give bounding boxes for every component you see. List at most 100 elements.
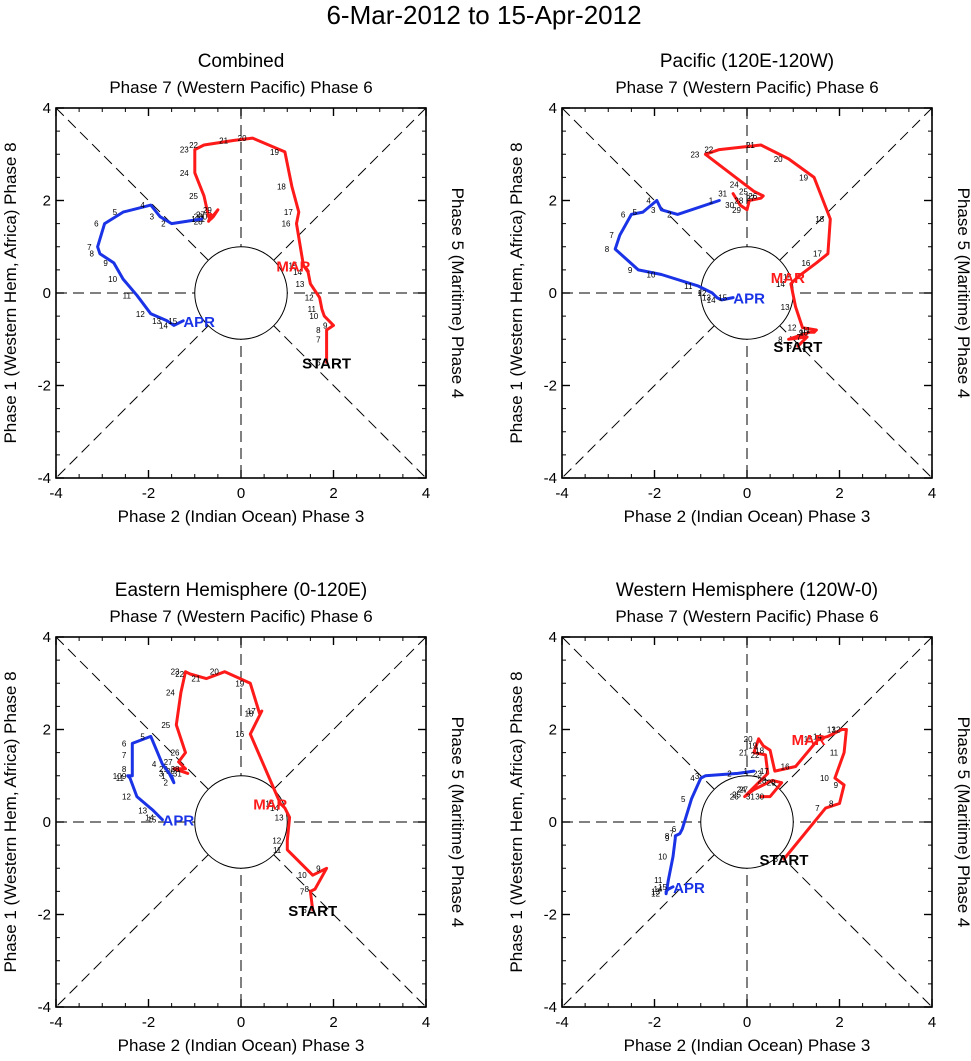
trajectory-mar [743, 728, 848, 861]
day-label: 1 [161, 772, 166, 781]
day-label: 26 [730, 793, 739, 802]
day-label: 20 [210, 668, 219, 677]
unit-circle [700, 775, 794, 869]
panel-title: Western Hemisphere (120W-0) [616, 580, 878, 601]
panel-3: Eastern Hemisphere (0-120E) Phase 7 (West… [1, 580, 467, 1055]
x-tick-label: 0 [743, 1014, 751, 1031]
apr-marker: APR [163, 813, 195, 830]
day-label: 6 [621, 210, 626, 219]
panel-title: Pacific (120E-120W) [660, 51, 834, 72]
day-label: 14 [145, 813, 154, 822]
day-label: 7 [87, 243, 92, 252]
day-label: 11 [684, 282, 693, 291]
day-label: 13 [702, 294, 711, 303]
x-tick-label: 2 [329, 1014, 337, 1031]
x-tick-label: 4 [422, 485, 430, 502]
day-label: 24 [166, 689, 175, 698]
x-tick-label: -2 [648, 1014, 661, 1031]
day-label: 15 [658, 883, 667, 892]
day-label: 20 [744, 735, 753, 744]
day-label: 4 [152, 760, 157, 769]
day-label: 14 [653, 885, 662, 894]
day-label: 5 [140, 732, 145, 741]
x-tick-label: 0 [237, 485, 245, 502]
day-label: 29 [732, 206, 741, 215]
day-label: 9 [799, 328, 804, 337]
day-label: 25 [161, 721, 170, 730]
day-label: 8 [122, 765, 127, 774]
day-label: 2 [163, 779, 168, 788]
trajectory-mar [703, 143, 832, 348]
y-tick-label: -2 [38, 907, 51, 924]
apr-marker: APR [183, 314, 215, 331]
day-label: 21 [739, 749, 748, 758]
y-tick-label: 2 [43, 193, 51, 210]
panel-4: Western Hemisphere (120W-0) Phase 7 (West… [507, 580, 971, 1055]
y-tick-label: 0 [549, 285, 557, 302]
day-label: 10 [298, 871, 307, 880]
day-label: 21 [219, 136, 228, 145]
top-phase-label: Phase 7 (Western Pacific) Phase 6 [109, 78, 372, 97]
y-tick-label: -2 [38, 378, 51, 395]
day-label: 16 [235, 730, 244, 739]
start-marker: START [773, 339, 822, 356]
day-label: 9 [834, 781, 839, 790]
x-tick-label: -2 [142, 1014, 155, 1031]
y-tick-label: -4 [38, 999, 51, 1016]
day-label: 18 [815, 215, 824, 224]
x-tick-label: -4 [555, 485, 568, 502]
day-label: 13 [781, 303, 790, 312]
y-tick-label: 0 [43, 814, 51, 831]
x-tick-label: -2 [142, 485, 155, 502]
day-label: 13 [651, 887, 660, 896]
day-label: 14 [813, 732, 822, 741]
day-label: 13 [295, 280, 304, 289]
day-label: 9 [323, 321, 328, 330]
day-label: 6 [302, 906, 307, 915]
day-label: 18 [755, 746, 764, 755]
x-tick-label: 2 [835, 485, 843, 502]
day-label: 11 [273, 846, 282, 855]
day-label: 31 [718, 190, 727, 199]
day-label: 24 [730, 180, 739, 189]
apr-marker: APR [673, 880, 705, 897]
day-label: 27 [164, 758, 173, 767]
x-axis-label: Phase 2 (Indian Ocean) Phase 3 [118, 507, 365, 526]
day-label: 16 [801, 259, 810, 268]
day-label: 10 [113, 772, 122, 781]
day-label: 30 [166, 767, 175, 776]
start-marker: START [302, 355, 351, 372]
mar-marker: MAR [276, 258, 310, 275]
x-tick-label: 0 [743, 485, 751, 502]
trajectory-apr [613, 199, 735, 302]
day-label: 22 [704, 146, 713, 155]
trajectory-apr [664, 769, 756, 896]
day-label: 8 [316, 326, 321, 335]
trajectory-apr [126, 734, 176, 822]
day-label: 10 [820, 774, 829, 783]
day-label: 22 [175, 670, 184, 679]
day-label: 28 [171, 765, 180, 774]
day-label: 12 [697, 289, 706, 298]
y-tick-label: -4 [544, 999, 557, 1016]
y-axis-label-left: Phase 1 (Western Hem, Africa) Phase 8 [1, 142, 20, 443]
day-label: 6 [94, 220, 99, 229]
day-label: 31 [173, 769, 182, 778]
y-tick-label: 2 [43, 722, 51, 739]
day-label: 14 [707, 296, 716, 305]
day-label: 1 [191, 215, 196, 224]
day-label: 23 [753, 769, 762, 778]
x-axis-label: Phase 2 (Indian Ocean) Phase 3 [624, 1036, 871, 1055]
x-tick-label: 2 [835, 1014, 843, 1031]
y-tick-label: -4 [38, 470, 51, 487]
day-label: 2 [727, 769, 732, 778]
y-tick-label: -4 [544, 470, 557, 487]
y-axis-label-left: Phase 1 (Western Hem, Africa) Phase 8 [507, 671, 526, 972]
day-label: 8 [305, 885, 310, 894]
day-label: 10 [108, 275, 117, 284]
day-label: 20 [238, 134, 247, 143]
day-label: 29 [159, 765, 168, 774]
y-tick-label: 0 [549, 814, 557, 831]
day-label: 17 [247, 707, 256, 716]
trajectory-mar [193, 136, 335, 364]
